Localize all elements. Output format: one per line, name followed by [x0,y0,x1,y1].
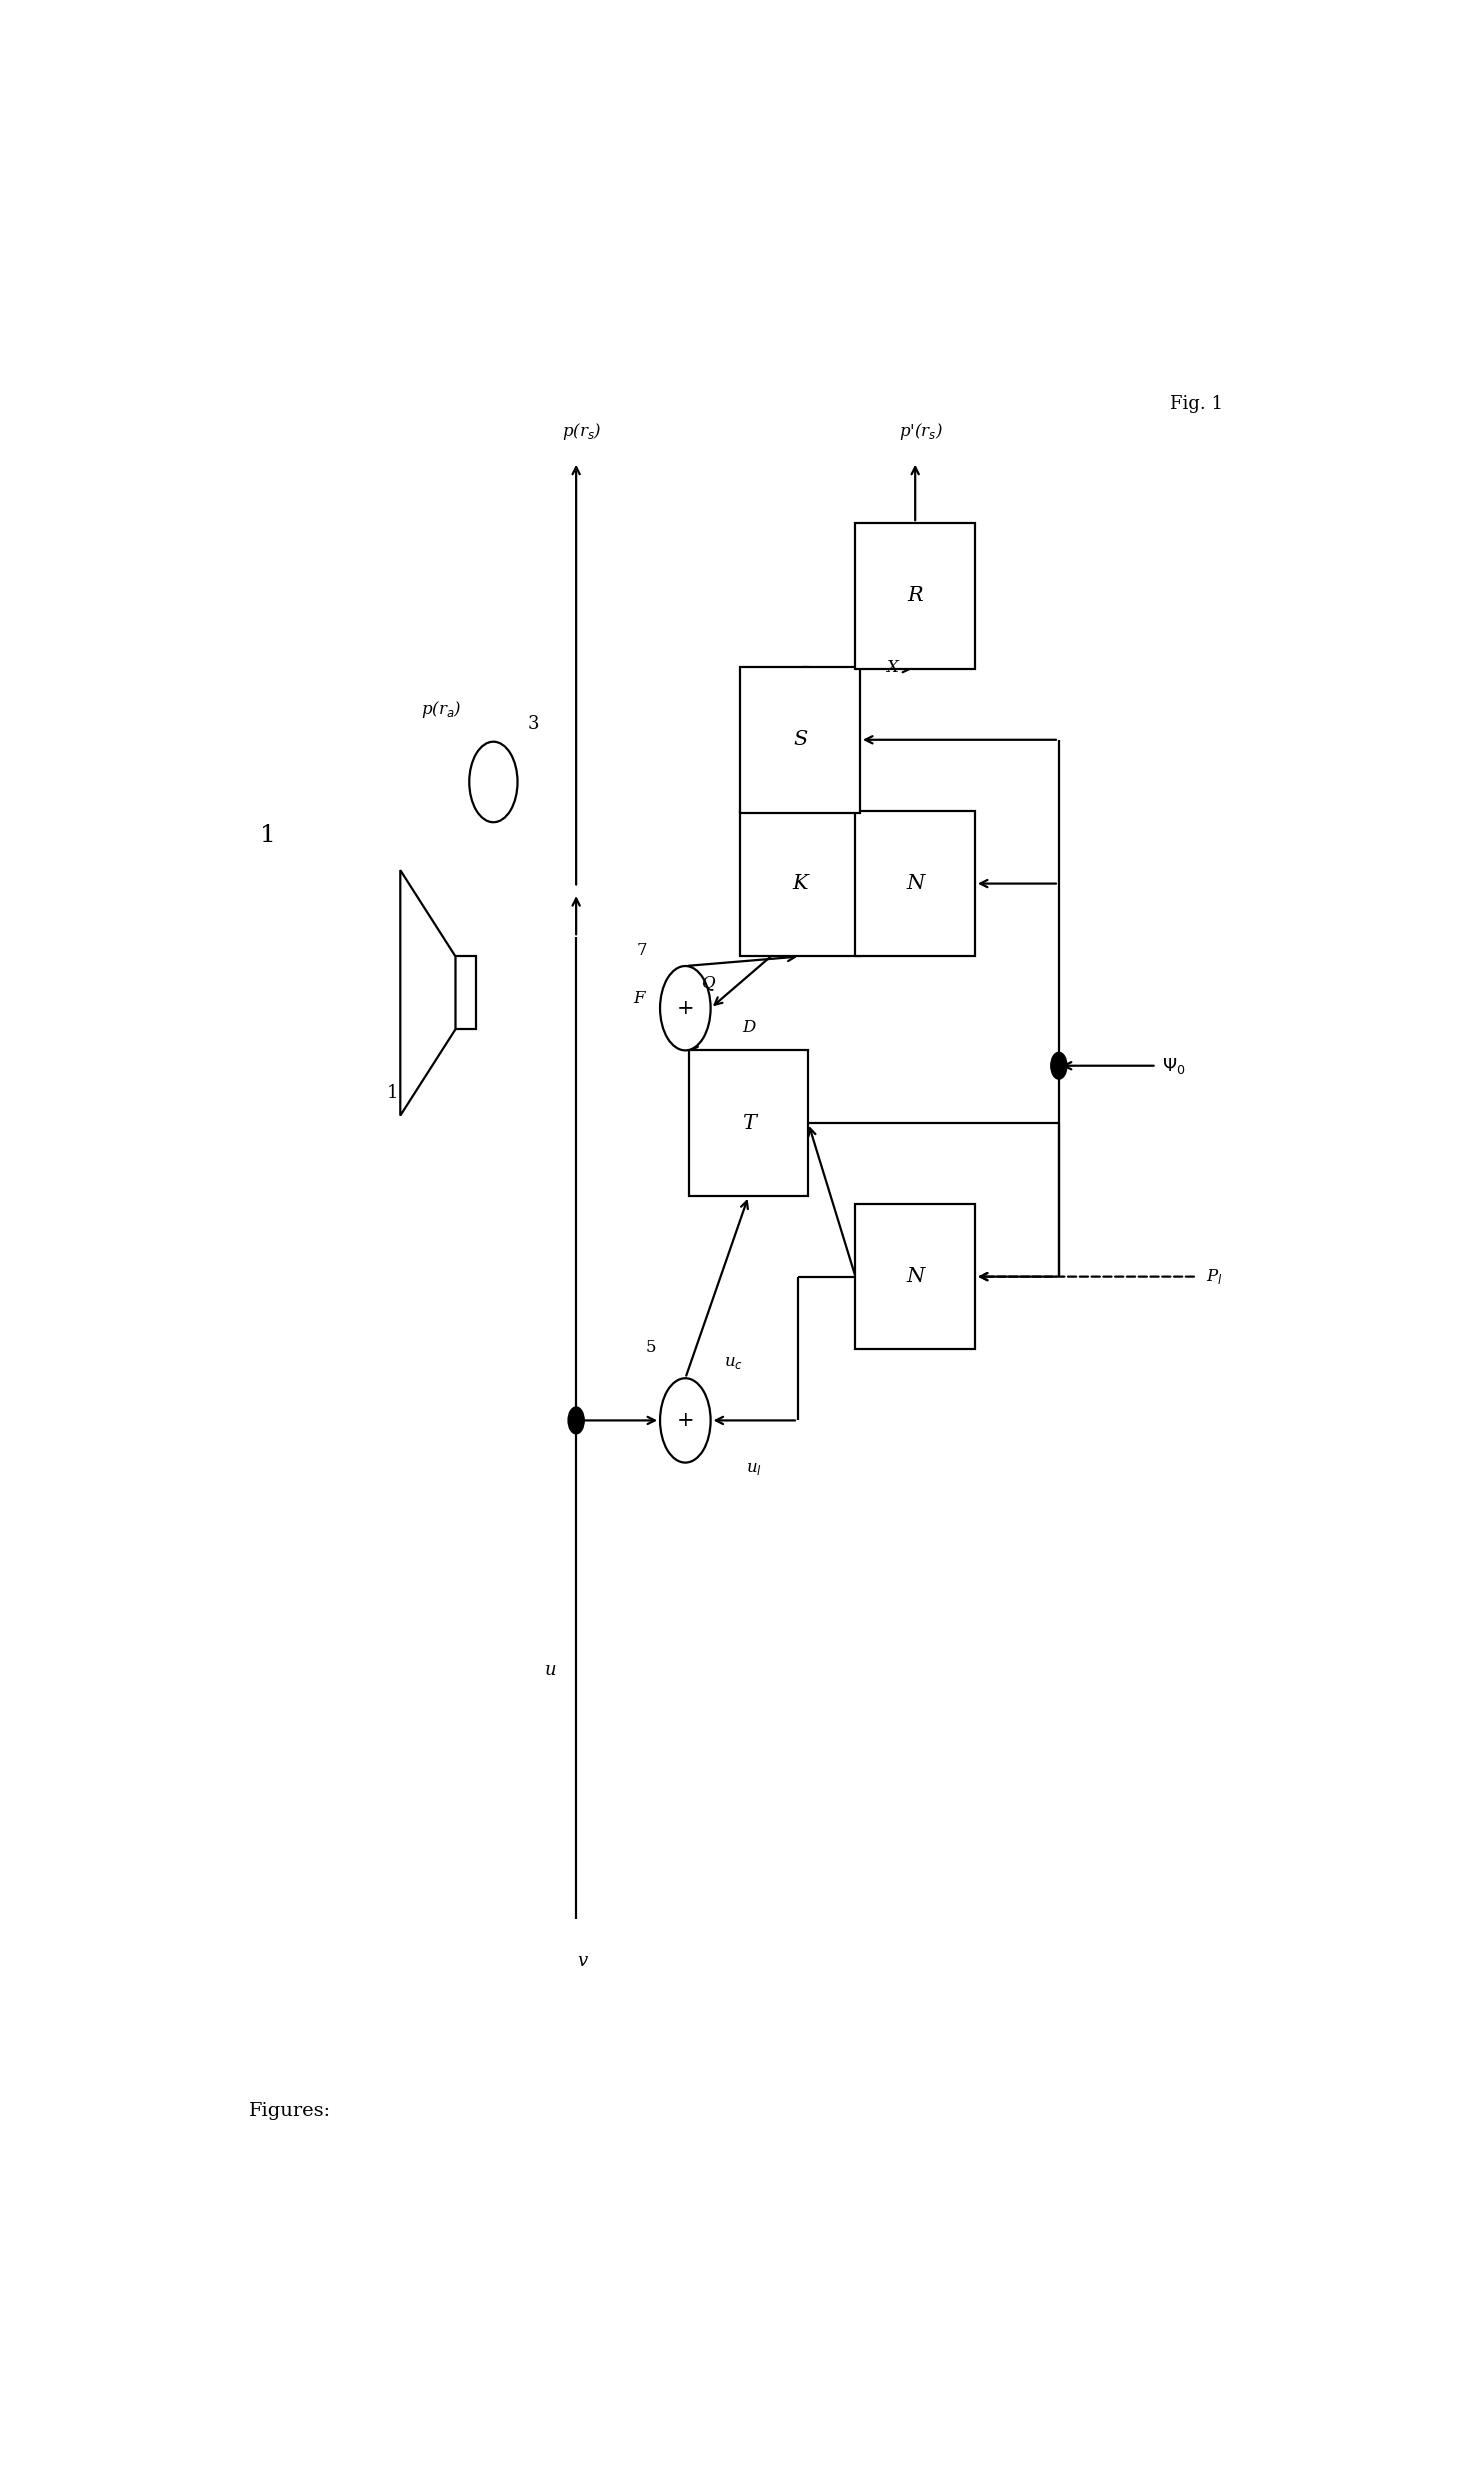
Circle shape [1051,1053,1066,1078]
Text: Figures:: Figures: [249,2102,331,2119]
Text: R: R [908,588,922,605]
Bar [740,812,860,956]
Text: 1: 1 [387,1083,397,1101]
Text: 3: 3 [528,715,540,735]
Text: N: N [906,1267,924,1287]
Circle shape [469,742,518,822]
Circle shape [568,1407,584,1434]
Text: +: + [676,998,694,1018]
Text: u$_l$: u$_l$ [746,1459,762,1477]
Text: +: + [676,1412,694,1429]
Text: p(r$_s$): p(r$_s$) [562,421,602,441]
Text: N: N [906,874,924,894]
Text: 5: 5 [645,1340,655,1357]
Text: X: X [887,660,899,677]
Text: Fig. 1: Fig. 1 [1170,396,1223,413]
Text: 7: 7 [636,941,647,959]
Text: 1: 1 [260,824,276,847]
Text: v: v [577,1952,587,1970]
Text: Q: Q [701,974,715,991]
Circle shape [660,966,710,1051]
Text: F: F [633,991,645,1006]
Text: $\Psi_0$: $\Psi_0$ [1163,1056,1185,1076]
Bar [856,812,974,956]
Bar [455,956,476,1028]
Circle shape [660,1379,710,1462]
Text: u$_c$: u$_c$ [724,1355,743,1372]
Text: P$_l$: P$_l$ [1206,1267,1222,1287]
Bar [856,523,974,670]
Text: T: T [742,1113,755,1133]
Text: S: S [793,730,807,749]
Text: p(r$_a$): p(r$_a$) [421,700,463,720]
Bar [688,1051,808,1195]
Bar [856,1203,974,1350]
Text: D: D [742,1018,755,1036]
Text: K: K [792,874,808,894]
Polygon shape [400,869,455,1116]
Text: p'(r$_s$): p'(r$_s$) [899,421,943,441]
Bar [740,667,860,812]
Text: u: u [546,1661,556,1678]
